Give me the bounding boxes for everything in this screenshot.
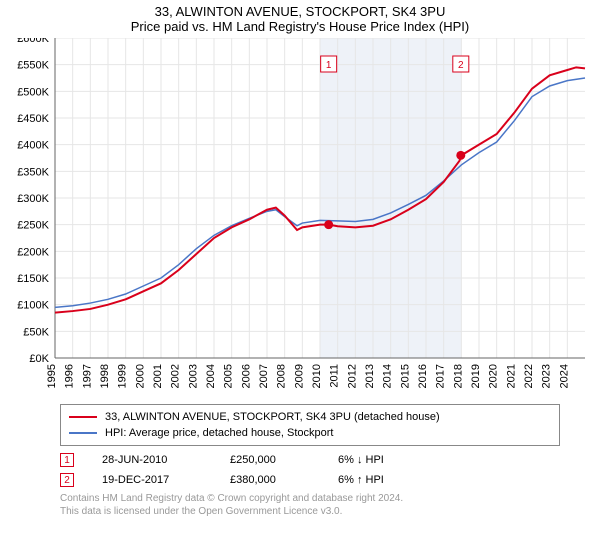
- sale-dot-2: [456, 151, 465, 160]
- svg-text:1995: 1995: [46, 364, 58, 388]
- svg-text:1996: 1996: [64, 364, 76, 388]
- svg-text:1998: 1998: [99, 364, 111, 388]
- legend-swatch: [69, 432, 97, 434]
- sale-marker-icon: 2: [60, 473, 74, 487]
- sale-delta: 6% ↑ HPI: [338, 474, 384, 486]
- sale-delta: 6% ↓ HPI: [338, 454, 384, 466]
- svg-text:2024: 2024: [558, 364, 570, 388]
- svg-text:2009: 2009: [293, 364, 305, 388]
- svg-text:£100K: £100K: [17, 300, 49, 312]
- svg-text:2021: 2021: [505, 364, 517, 388]
- svg-text:2020: 2020: [488, 364, 500, 388]
- legend-label: HPI: Average price, detached house, Stoc…: [105, 427, 334, 439]
- svg-text:£500K: £500K: [17, 86, 49, 98]
- sale-row: 2 19-DEC-2017 £380,000 6% ↑ HPI: [60, 470, 560, 490]
- svg-text:1: 1: [326, 60, 332, 71]
- svg-text:2014: 2014: [382, 364, 394, 388]
- svg-text:£550K: £550K: [17, 60, 49, 72]
- sale-dot-1: [324, 220, 333, 229]
- attribution-line: This data is licensed under the Open Gov…: [60, 505, 560, 518]
- svg-text:£0K: £0K: [29, 353, 49, 365]
- svg-text:2003: 2003: [187, 364, 199, 388]
- legend-item: HPI: Average price, detached house, Stoc…: [69, 425, 551, 441]
- svg-text:1999: 1999: [117, 364, 129, 388]
- svg-text:2023: 2023: [541, 364, 553, 388]
- sale-price: £380,000: [230, 474, 310, 486]
- svg-text:2000: 2000: [134, 364, 146, 388]
- legend: 33, ALWINTON AVENUE, STOCKPORT, SK4 3PU …: [60, 404, 560, 446]
- legend-label: 33, ALWINTON AVENUE, STOCKPORT, SK4 3PU …: [105, 411, 440, 423]
- legend-swatch: [69, 416, 97, 418]
- svg-text:2006: 2006: [240, 364, 252, 388]
- sales-table: 1 28-JUN-2010 £250,000 6% ↓ HPI 2 19-DEC-2017…: [60, 450, 560, 490]
- svg-text:2016: 2016: [417, 364, 429, 388]
- sale-row: 1 28-JUN-2010 £250,000 6% ↓ HPI: [60, 450, 560, 470]
- svg-text:2010: 2010: [311, 364, 323, 388]
- svg-text:2012: 2012: [346, 364, 358, 388]
- chart-title: 33, ALWINTON AVENUE, STOCKPORT, SK4 3PU: [0, 0, 600, 19]
- svg-text:2: 2: [458, 60, 464, 71]
- svg-text:2008: 2008: [276, 364, 288, 388]
- sale-marker-icon: 1: [60, 453, 74, 467]
- svg-text:£300K: £300K: [17, 193, 49, 205]
- svg-text:2007: 2007: [258, 364, 270, 388]
- svg-text:2004: 2004: [205, 364, 217, 388]
- svg-text:2005: 2005: [223, 364, 235, 388]
- svg-text:£150K: £150K: [17, 273, 49, 285]
- svg-text:2015: 2015: [399, 364, 411, 388]
- sale-price: £250,000: [230, 454, 310, 466]
- svg-text:2019: 2019: [470, 364, 482, 388]
- legend-item: 33, ALWINTON AVENUE, STOCKPORT, SK4 3PU …: [69, 409, 551, 425]
- chart-subtitle: Price paid vs. HM Land Registry's House …: [0, 19, 600, 38]
- chart-area: £0K £50K £100K £150K £200K £250K £300K £350K £40…: [0, 38, 600, 400]
- svg-text:£450K: £450K: [17, 113, 49, 125]
- svg-text:2022: 2022: [523, 364, 535, 388]
- svg-text:£600K: £600K: [17, 38, 49, 45]
- attribution: Contains HM Land Registry data © Crown c…: [60, 492, 560, 518]
- svg-text:2001: 2001: [152, 364, 164, 388]
- line-chart: £0K £50K £100K £150K £200K £250K £300K £350K £40…: [0, 38, 600, 400]
- svg-text:£200K: £200K: [17, 246, 49, 258]
- sale-date: 28-JUN-2010: [102, 454, 202, 466]
- svg-text:2013: 2013: [364, 364, 376, 388]
- svg-text:£350K: £350K: [17, 166, 49, 178]
- svg-text:2011: 2011: [329, 364, 341, 388]
- svg-text:£250K: £250K: [17, 220, 49, 232]
- svg-text:2018: 2018: [452, 364, 464, 388]
- svg-text:£400K: £400K: [17, 140, 49, 152]
- svg-text:1997: 1997: [81, 364, 93, 388]
- svg-text:2002: 2002: [170, 364, 182, 388]
- svg-text:2017: 2017: [435, 364, 447, 388]
- sale-date: 19-DEC-2017: [102, 474, 202, 486]
- svg-text:£50K: £50K: [23, 326, 49, 338]
- attribution-line: Contains HM Land Registry data © Crown c…: [60, 492, 560, 505]
